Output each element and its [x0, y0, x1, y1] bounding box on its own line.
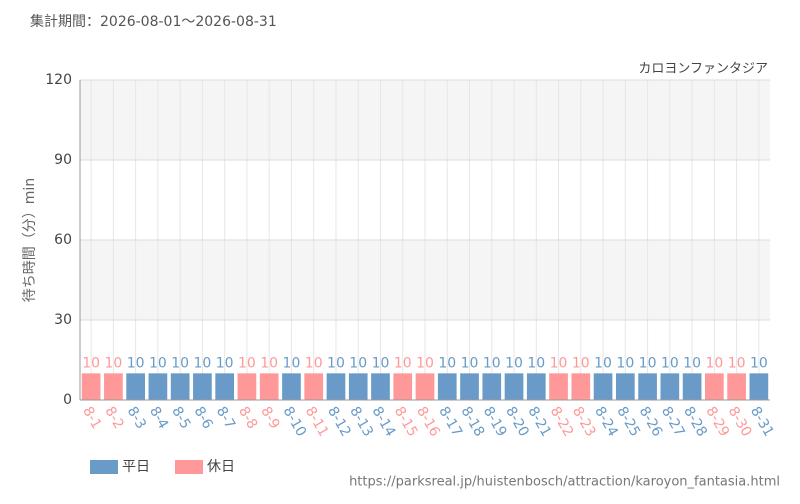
- value-label: 10: [82, 355, 100, 371]
- bar: [415, 373, 435, 400]
- bar: [81, 373, 101, 400]
- bar: [304, 373, 324, 400]
- bar: [460, 373, 479, 400]
- bar: [549, 373, 568, 400]
- bar: [727, 373, 746, 400]
- value-label: 10: [438, 355, 456, 371]
- value-label: 10: [394, 355, 412, 371]
- value-label: 10: [372, 355, 390, 371]
- bar: [749, 373, 769, 400]
- y-tick-label: 120: [45, 72, 72, 88]
- bar: [170, 373, 190, 400]
- value-label: 10: [127, 355, 145, 371]
- bar: [104, 373, 123, 400]
- x-tick-label: 8-31: [747, 404, 777, 440]
- source-url: https://parksreal.jp/huistenbosch/attrac…: [349, 475, 780, 490]
- bar: [282, 373, 301, 400]
- bar: [638, 373, 657, 400]
- chart-subtitle: カロヨンファンタジア: [638, 62, 768, 77]
- legend-label: 休日: [207, 459, 235, 475]
- value-label: 10: [505, 355, 523, 371]
- value-label: 10: [728, 355, 746, 371]
- value-label: 10: [639, 355, 657, 371]
- x-tick-label: 8-4: [146, 404, 171, 432]
- value-label: 10: [461, 355, 479, 371]
- x-tick-label: 8-5: [168, 404, 193, 432]
- y-tick-label: 90: [54, 152, 72, 168]
- value-label: 10: [683, 355, 701, 371]
- value-label: 10: [283, 355, 301, 371]
- value-label: 10: [483, 355, 501, 371]
- x-tick-label: 8-7: [213, 404, 238, 432]
- x-tick-label: 8-2: [101, 404, 126, 432]
- x-tick-label: 8-3: [124, 404, 149, 432]
- bar: [705, 373, 724, 400]
- bar: [615, 373, 635, 400]
- x-tick-label: 8-8: [235, 404, 260, 432]
- bar: [571, 373, 591, 400]
- value-label: 10: [349, 355, 367, 371]
- value-label: 10: [216, 355, 234, 371]
- bar: [148, 373, 168, 400]
- value-label: 10: [416, 355, 434, 371]
- value-label: 10: [750, 355, 768, 371]
- bar: [526, 373, 546, 400]
- value-label: 10: [550, 355, 568, 371]
- bar: [504, 373, 524, 400]
- value-label: 10: [194, 355, 212, 371]
- bar: [437, 373, 457, 400]
- y-tick-label: 30: [54, 312, 72, 328]
- chart-title: 集計期間：2026-08-01～2026-08-31: [30, 13, 277, 30]
- bar: [237, 373, 257, 400]
- legend-swatch: [175, 460, 203, 474]
- y-tick-label: 60: [54, 232, 72, 248]
- bar: [593, 373, 613, 400]
- value-label: 10: [305, 355, 323, 371]
- value-label: 10: [238, 355, 256, 371]
- x-tick-label: 8-9: [257, 404, 282, 432]
- value-label: 10: [171, 355, 189, 371]
- y-axis-label: 待ち時間（分）min: [22, 178, 38, 302]
- bar: [482, 373, 502, 400]
- value-label: 10: [527, 355, 545, 371]
- bar: [371, 373, 390, 400]
- legend-swatch: [90, 460, 118, 474]
- bar: [348, 373, 368, 400]
- value-label: 10: [572, 355, 590, 371]
- y-tick-label: 0: [63, 392, 72, 408]
- value-label: 10: [327, 355, 345, 371]
- bar: [215, 373, 235, 400]
- bar: [259, 373, 279, 400]
- bar: [193, 373, 212, 400]
- value-label: 10: [104, 355, 122, 371]
- bar: [393, 373, 413, 400]
- x-tick-label: 8-6: [190, 404, 215, 432]
- value-label: 10: [149, 355, 167, 371]
- value-label: 10: [661, 355, 679, 371]
- value-label: 10: [594, 355, 612, 371]
- bar: [682, 373, 702, 400]
- x-tick-label: 8-1: [79, 404, 104, 432]
- value-label: 10: [705, 355, 723, 371]
- legend-label: 平日: [122, 459, 150, 475]
- value-label: 10: [616, 355, 634, 371]
- bar: [660, 373, 680, 400]
- bar: [326, 373, 346, 400]
- value-label: 10: [260, 355, 278, 371]
- bar: [126, 373, 145, 400]
